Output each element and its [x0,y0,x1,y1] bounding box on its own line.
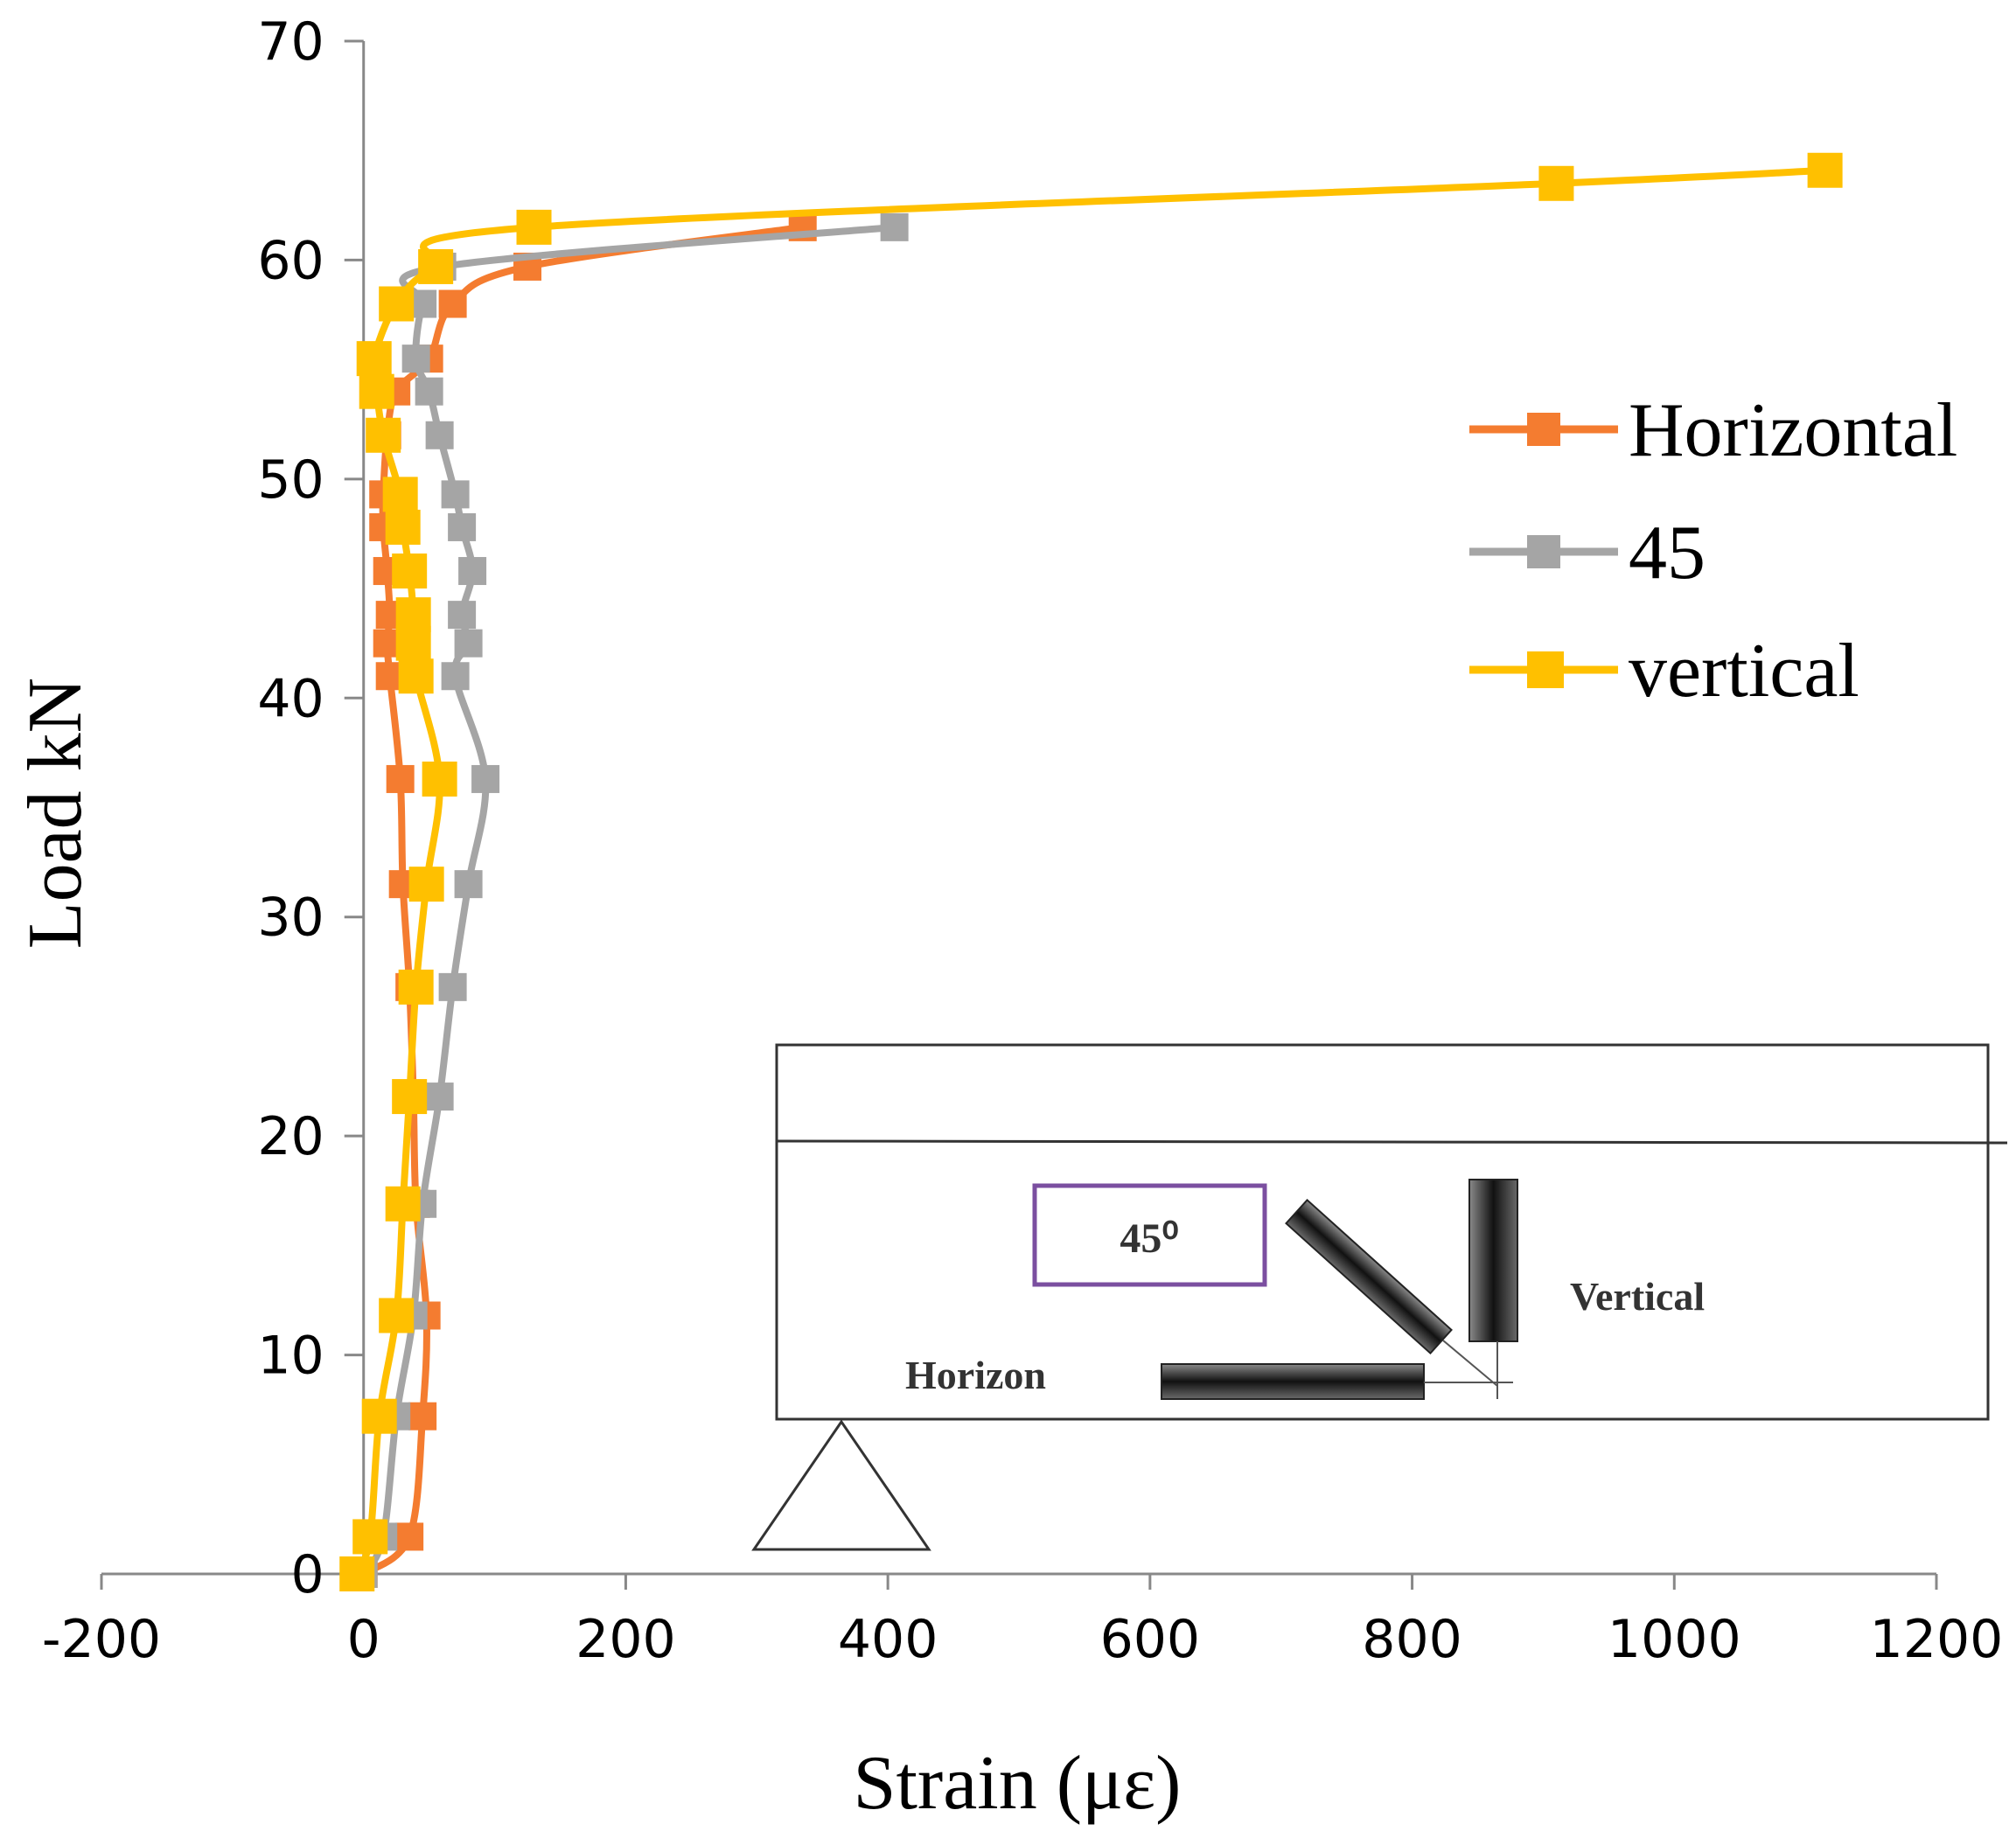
data-point-vertical [356,341,392,377]
data-point-45 [471,764,500,793]
data-point-vertical [395,597,431,633]
data-point-45 [448,512,477,541]
data-point-vertical [1538,165,1574,201]
gauge-placement-diagram: 45⁰ Vertical Horizon [751,1043,2008,1551]
vertical-gauge-label: Vertical [1570,1274,1705,1319]
legend-marker-45 [1527,535,1560,568]
gauge-leader-diagonal [1442,1340,1498,1387]
angle-label: 45⁰ [1120,1215,1178,1262]
legend-label-horizontal: Horizontal [1629,388,1957,473]
legend-item-45: 45 [1469,511,1706,595]
y-tick-label: 30 [257,888,324,949]
y-tick-label: 20 [257,1106,324,1167]
series-layer [339,152,1843,1591]
data-point-vertical [392,553,428,589]
series-vertical [339,152,1843,1591]
data-point-vertical [339,1556,375,1591]
horizon-gauge-label: Horizon [905,1353,1046,1397]
x-tick-label: 1000 [1608,1609,1741,1670]
x-tick-label: 1200 [1870,1609,2004,1670]
y-tick-label: 70 [257,11,324,73]
y-tick-label: 40 [257,668,324,729]
data-point-vertical [382,477,418,512]
legend: Horizontal 45 vertical [1469,388,1957,714]
data-point-vertical [385,1186,421,1222]
data-point-vertical [398,969,434,1005]
diagonal-strain-gauge [1285,1198,1453,1355]
y-axis-title: Load kN [13,678,98,949]
data-point-horizontal [438,289,467,318]
x-tick-label: 0 [347,1609,380,1670]
x-tick-label: 800 [1362,1609,1462,1670]
x-axis-title: Strain (με) [854,1741,1182,1826]
data-point-vertical [361,1398,397,1434]
beam-outline [775,1043,1990,1421]
y-tick-label: 0 [291,1544,324,1605]
x-tick-label: 400 [838,1609,938,1670]
data-point-45 [441,480,470,509]
data-point-vertical [422,761,457,797]
x-tick-label: 600 [1100,1609,1201,1670]
data-point-vertical [392,1079,428,1115]
data-point-vertical [379,286,415,322]
legend-marker-vertical [1527,651,1564,688]
y-axis-ticks: 0 10 20 30 40 50 60 70 [257,11,364,1605]
beam-flange-line [776,1139,2008,1145]
data-point-vertical [352,1519,388,1555]
data-point-45 [454,870,483,899]
data-point-horizontal [386,764,415,793]
data-point-45 [454,629,483,658]
data-point-45 [425,421,454,449]
angle-label-box [1032,1183,1267,1287]
data-point-horizontal [408,1402,437,1431]
legend-label-45: 45 [1629,511,1706,595]
x-tick-label: 200 [576,1609,676,1670]
data-point-45 [458,557,487,586]
x-axis-ticks: -200 0 200 400 600 800 1000 1200 [42,1574,2003,1670]
data-point-vertical [359,373,394,409]
vertical-strain-gauge [1468,1179,1518,1342]
data-point-45 [448,601,477,630]
y-tick-label: 50 [257,449,324,511]
data-point-vertical [379,1298,415,1333]
data-point-vertical [418,248,454,284]
legend-item-vertical: vertical [1469,629,1859,714]
data-point-45 [415,377,443,406]
legend-item-horizontal: Horizontal [1469,388,1957,473]
legend-label-vertical: vertical [1629,629,1859,714]
y-tick-label: 60 [257,230,324,291]
data-point-vertical [398,658,434,694]
data-point-45 [441,662,470,691]
data-point-vertical [516,209,552,245]
data-point-45 [401,345,430,373]
data-point-vertical [1807,152,1843,188]
data-point-45 [438,972,467,1001]
horizontal-strain-gauge [1161,1363,1425,1400]
support-triangle [751,1419,931,1551]
data-point-vertical [366,417,401,453]
axes [101,41,1936,1576]
x-tick-label: -200 [42,1609,161,1670]
legend-marker-horizontal [1527,413,1560,446]
data-point-horizontal [395,1522,424,1551]
data-point-vertical [408,867,444,902]
y-tick-label: 10 [257,1326,324,1387]
data-point-45 [425,1083,454,1111]
data-point-vertical [385,509,421,545]
data-point-45 [880,212,909,241]
